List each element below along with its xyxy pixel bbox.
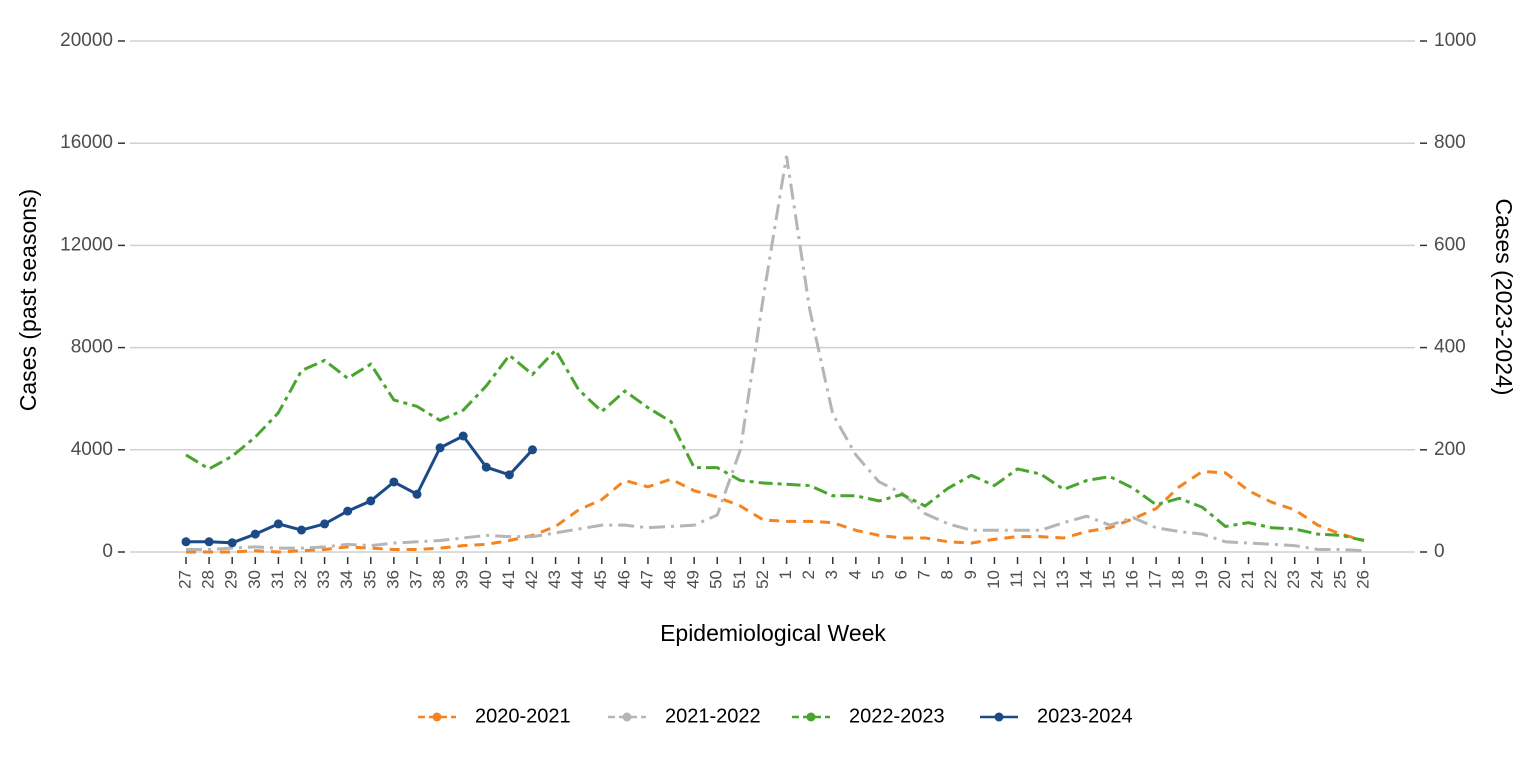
legend-marker bbox=[622, 712, 632, 722]
data-point bbox=[181, 537, 191, 547]
x-tick-label: 45 bbox=[591, 570, 610, 589]
series-line bbox=[186, 434, 534, 545]
y2-axis-title: Cases (2023-2024) bbox=[1491, 199, 1517, 396]
x-tick-label: 17 bbox=[1146, 570, 1165, 589]
x-tick-label: 8 bbox=[938, 570, 957, 579]
x-tick-label: 51 bbox=[730, 570, 749, 589]
x-tick-label: 44 bbox=[568, 570, 587, 589]
series-line bbox=[186, 155, 1365, 553]
x-tick-label: 52 bbox=[753, 570, 772, 589]
x-tick-label: 1 bbox=[776, 570, 795, 579]
x-axis-title: Epidemiological Week bbox=[660, 620, 886, 646]
x-tick-label: 27 bbox=[175, 570, 194, 589]
x-tick-label: 22 bbox=[1261, 570, 1280, 589]
y2-tick-label: 200 bbox=[1434, 439, 1466, 460]
data-point bbox=[343, 506, 353, 516]
x-tick-label: 49 bbox=[684, 570, 703, 589]
x-tick-label: 16 bbox=[1123, 570, 1142, 589]
x-tick-label: 29 bbox=[222, 570, 241, 589]
x-tick-label: 48 bbox=[661, 570, 680, 589]
x-tick-label: 11 bbox=[1007, 570, 1026, 588]
x-tick-label: 10 bbox=[984, 570, 1003, 589]
x-tick-label: 50 bbox=[707, 570, 726, 589]
x-tick-label: 4 bbox=[845, 570, 864, 579]
data-point bbox=[250, 529, 260, 539]
legend-marker bbox=[994, 712, 1004, 722]
x-tick-label: 15 bbox=[1099, 570, 1118, 589]
x-tick-label: 30 bbox=[245, 570, 264, 589]
x-tick-label: 20 bbox=[1215, 570, 1234, 589]
x-tick-label: 23 bbox=[1284, 570, 1303, 589]
y-tick-label: 20000 bbox=[60, 30, 113, 51]
x-tick-label: 42 bbox=[522, 570, 541, 589]
x-tick-label: 33 bbox=[314, 570, 333, 589]
series-line bbox=[185, 347, 1365, 542]
x-tick-label: 31 bbox=[268, 570, 287, 589]
y2-tick-label: 0 bbox=[1434, 541, 1445, 562]
data-point bbox=[412, 489, 422, 499]
legend-label: 2023-2024 bbox=[1037, 705, 1133, 727]
y2-tick-label: 1000 bbox=[1434, 30, 1476, 51]
data-point bbox=[458, 431, 468, 441]
x-tick-label: 18 bbox=[1169, 570, 1188, 589]
x-tick-label: 47 bbox=[637, 570, 656, 589]
x-tick-label: 19 bbox=[1192, 570, 1211, 589]
data-point bbox=[296, 525, 306, 535]
data-point bbox=[320, 519, 330, 529]
x-tick-label: 7 bbox=[915, 570, 934, 579]
x-tick-label: 5 bbox=[868, 570, 887, 579]
x-tick-label: 34 bbox=[337, 570, 356, 589]
y-tick-label: 16000 bbox=[60, 132, 113, 153]
x-tick-label: 14 bbox=[1076, 570, 1095, 589]
legend-marker bbox=[806, 712, 816, 722]
data-point bbox=[527, 445, 537, 455]
y-tick-label: 4000 bbox=[71, 439, 113, 460]
x-tick-label: 24 bbox=[1307, 570, 1326, 589]
y2-tick-label: 600 bbox=[1434, 234, 1466, 255]
x-tick-label: 38 bbox=[430, 570, 449, 589]
x-tick-label: 35 bbox=[360, 570, 379, 589]
y-axis-title: Cases (past seasons) bbox=[15, 189, 41, 411]
x-tick-label: 9 bbox=[961, 570, 980, 579]
data-point bbox=[204, 537, 214, 547]
x-tick-label: 6 bbox=[892, 570, 911, 579]
x-tick-label: 13 bbox=[1053, 570, 1072, 589]
y-tick-label: 8000 bbox=[71, 337, 113, 358]
legend-marker bbox=[432, 712, 442, 722]
y2-tick-label: 800 bbox=[1434, 132, 1466, 153]
x-tick-label: 40 bbox=[476, 570, 495, 589]
data-point bbox=[227, 538, 237, 548]
x-tick-label: 32 bbox=[291, 570, 310, 589]
legend-label: 2022-2023 bbox=[849, 705, 945, 727]
x-tick-label: 39 bbox=[453, 570, 472, 589]
x-tick-label: 2 bbox=[799, 570, 818, 579]
x-tick-label: 3 bbox=[822, 570, 841, 579]
legend-label: 2021-2022 bbox=[665, 705, 761, 727]
legend-label: 2020-2021 bbox=[475, 705, 571, 727]
data-point bbox=[366, 496, 376, 506]
x-tick-label: 28 bbox=[199, 570, 218, 589]
x-tick-label: 37 bbox=[406, 570, 425, 589]
data-point bbox=[389, 477, 399, 487]
x-tick-label: 43 bbox=[545, 570, 564, 589]
x-tick-label: 21 bbox=[1238, 570, 1257, 589]
x-tick-label: 12 bbox=[1030, 570, 1049, 589]
x-tick-label: 41 bbox=[499, 570, 518, 589]
x-tick-label: 25 bbox=[1330, 570, 1349, 589]
series-line bbox=[186, 469, 1365, 554]
x-tick-label: 36 bbox=[383, 570, 402, 589]
x-tick-label: 26 bbox=[1353, 570, 1372, 589]
data-point bbox=[504, 470, 514, 480]
x-tick-label: 46 bbox=[614, 570, 633, 589]
y2-tick-label: 400 bbox=[1434, 337, 1466, 358]
data-point bbox=[273, 519, 283, 529]
y-tick-label: 12000 bbox=[60, 234, 113, 255]
data-point bbox=[435, 443, 445, 453]
y-tick-label: 0 bbox=[102, 541, 113, 562]
data-point bbox=[481, 462, 491, 472]
